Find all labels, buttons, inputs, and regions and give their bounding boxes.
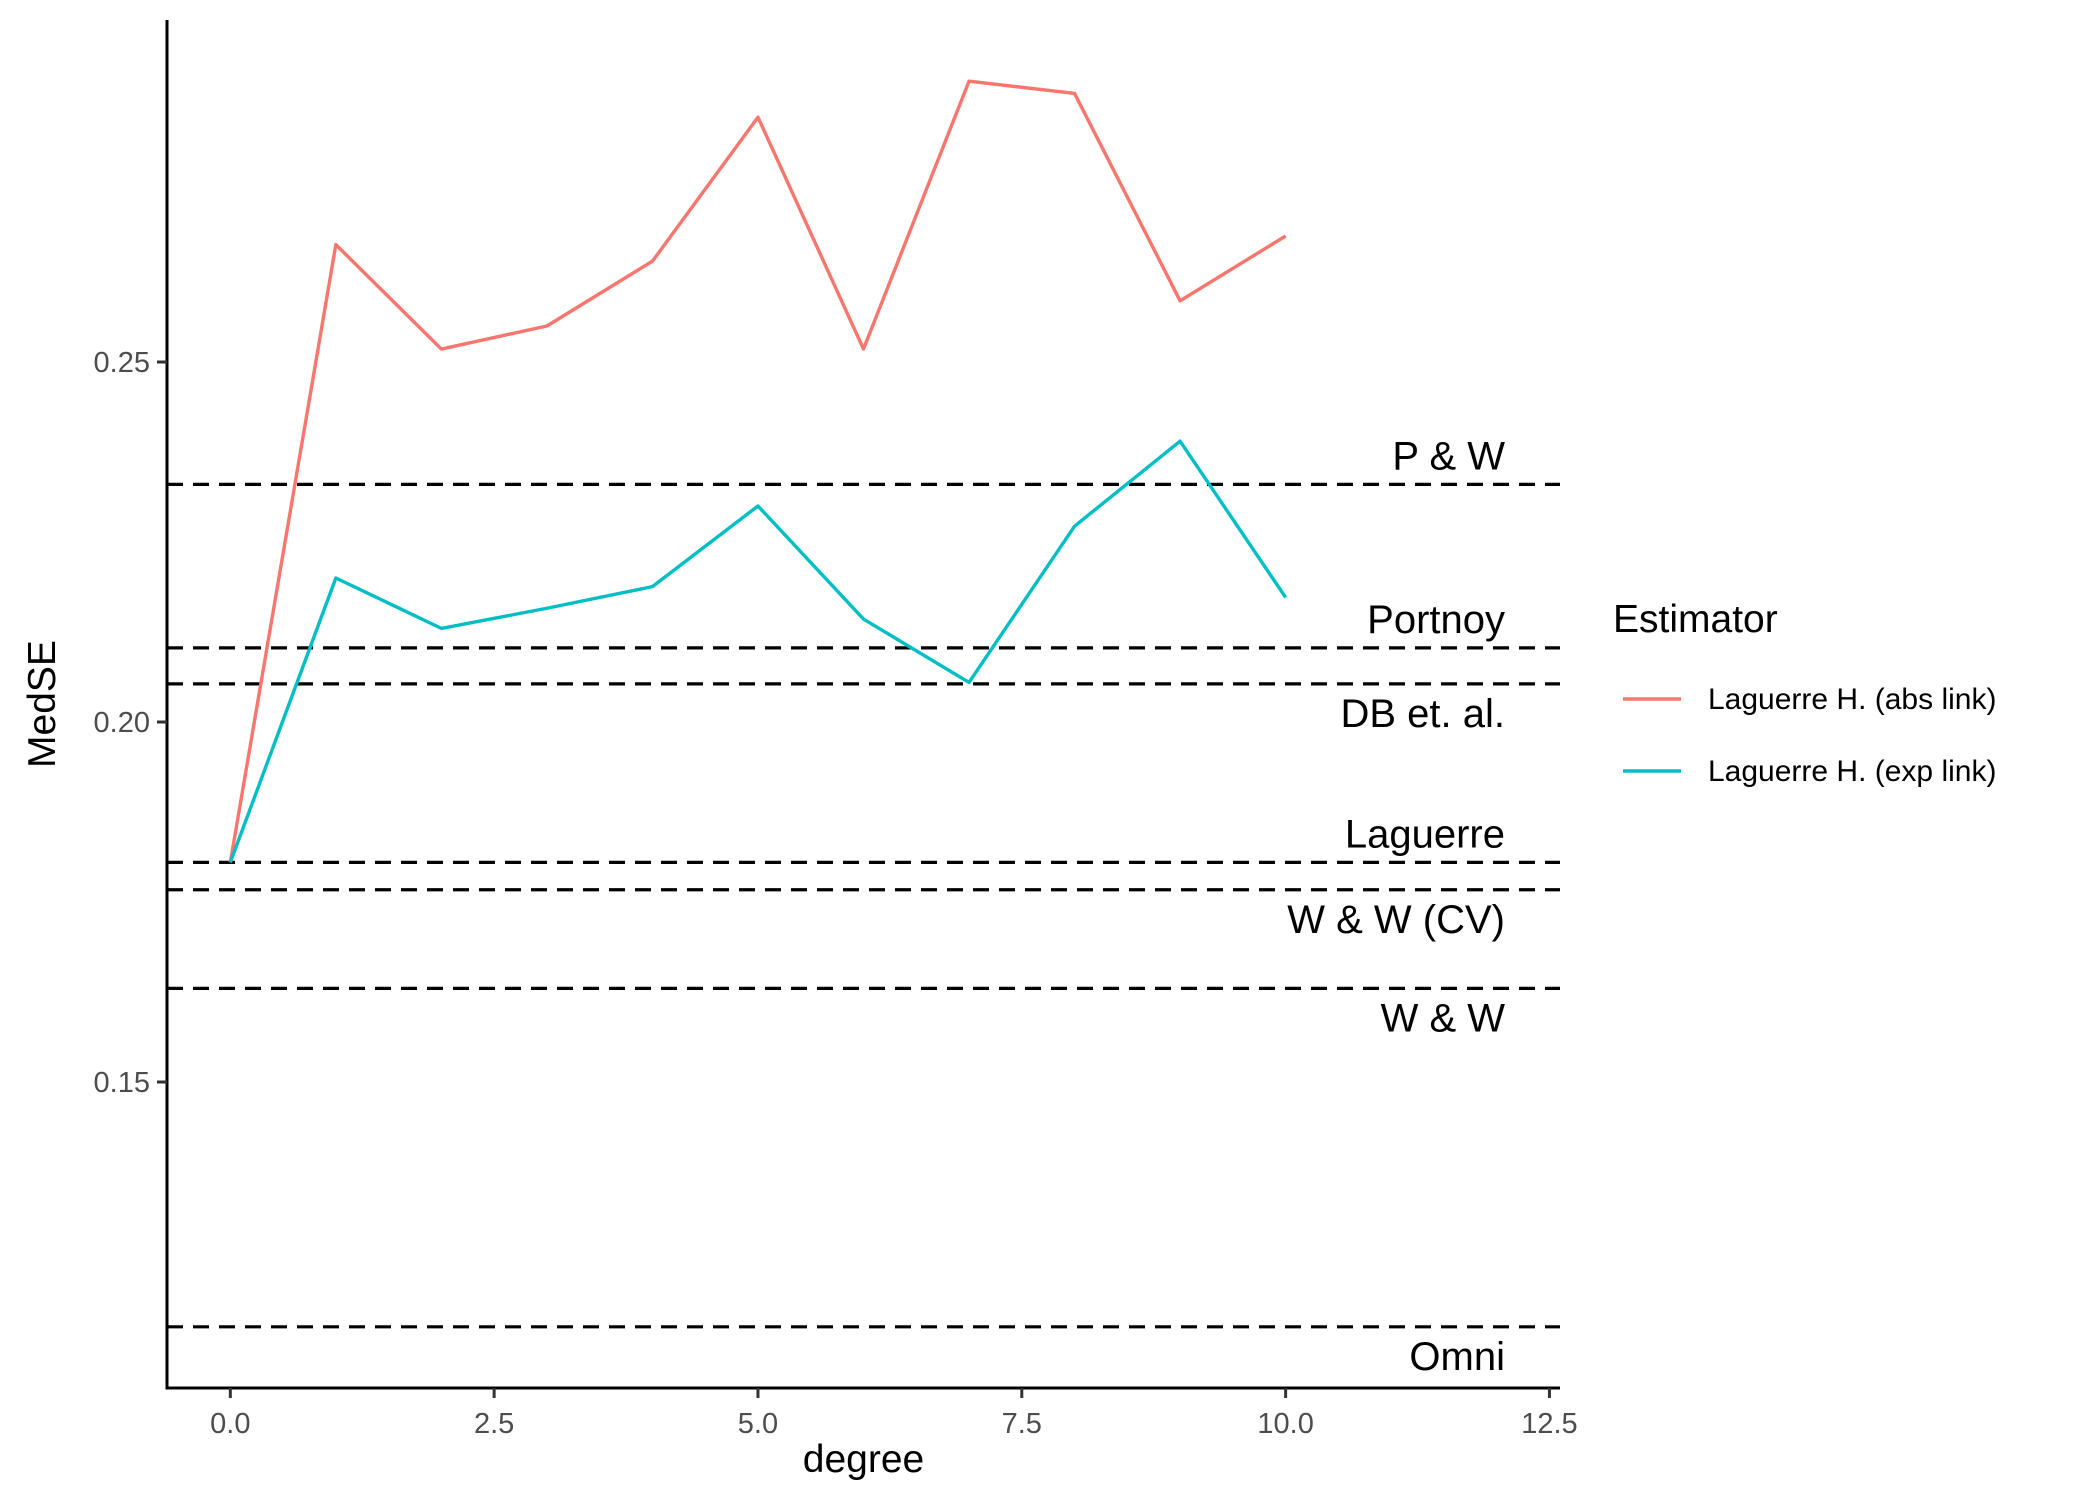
reference-line-label: W & W (CV) [1287, 898, 1505, 942]
x-tick-label: 12.5 [1521, 1408, 1577, 1440]
legend-label: Laguerre H. (exp link) [1708, 755, 1996, 788]
reference-line-label: Laguerre [1345, 812, 1505, 856]
axes: 0.0 2.5 5.0 7.5 10.0 12.5 0.15 0.20 0.25 degree… [21, 20, 1578, 1481]
reference-lines: P & W Portnoy DB et. al. Laguerre W & W (CV)… [167, 434, 1560, 1379]
y-axis-title: MedSE [21, 640, 64, 768]
series-line [228, 439, 1288, 863]
y-ticks: 0.15 0.20 0.25 [94, 347, 167, 1099]
legend-label: Laguerre H. (abs link) [1708, 683, 1996, 716]
x-tick-label: 10.0 [1257, 1408, 1313, 1440]
x-tick-label: 5.0 [738, 1408, 778, 1440]
legend-title: Estimator [1613, 598, 1778, 641]
reference-line-label: Portnoy [1367, 598, 1505, 642]
x-tick-label: 0.0 [210, 1408, 250, 1440]
reference-line-label: Omni [1409, 1335, 1505, 1379]
x-axis-title: degree [803, 1438, 924, 1481]
y-tick-label: 0.15 [94, 1067, 150, 1099]
reference-line-label: P & W [1392, 434, 1505, 478]
x-tick-label: 7.5 [1002, 1408, 1042, 1440]
series-line [228, 79, 1287, 863]
legend: Estimator Laguerre H. (abs link)Laguerre… [1613, 598, 1996, 788]
y-tick-label: 0.20 [94, 707, 150, 739]
reference-line-label: DB et. al. [1340, 692, 1505, 736]
reference-line-label: W & W [1381, 996, 1506, 1040]
series-lines [228, 79, 1288, 863]
y-tick-label: 0.25 [94, 347, 150, 379]
x-ticks: 0.0 2.5 5.0 7.5 10.0 12.5 [210, 1388, 1578, 1440]
legend-items: Laguerre H. (abs link) Laguerre H. (exp l… [1623, 683, 1996, 788]
x-tick-label: 2.5 [474, 1408, 514, 1440]
